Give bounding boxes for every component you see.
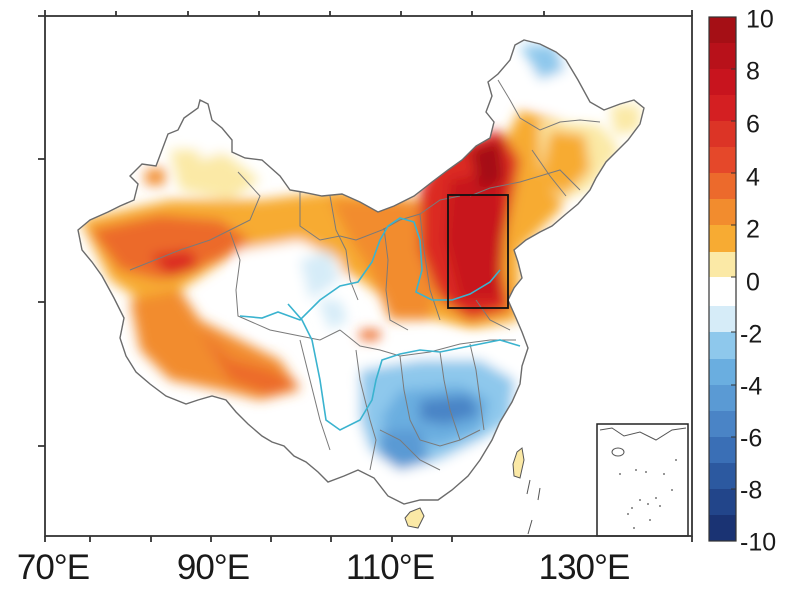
x-tick-label-90e: 90°E xyxy=(176,548,250,587)
hainan xyxy=(404,507,425,529)
colorbar-label-neg10: -10 xyxy=(740,528,777,557)
south-china-sea-inset xyxy=(596,423,689,537)
colorbar-label-0: 0 xyxy=(746,268,760,297)
anomaly-field xyxy=(78,40,644,504)
province-borders xyxy=(129,79,601,471)
colorbar-label-8: 8 xyxy=(746,57,760,86)
colorbar-label-6: 6 xyxy=(746,110,760,139)
coastal-marks xyxy=(526,479,541,535)
study-area-box xyxy=(447,194,509,309)
colorbar-label-4: 4 xyxy=(746,163,760,192)
map-frame xyxy=(38,10,693,542)
x-tick-label-70e: 70°E xyxy=(16,548,90,587)
x-tick-label-110e: 110°E xyxy=(345,548,435,587)
colorbar-label-neg8: -8 xyxy=(740,476,763,505)
colorbar-label-2: 2 xyxy=(746,215,760,244)
taiwan xyxy=(512,447,525,479)
colorbar xyxy=(708,16,737,542)
yangtze-river xyxy=(287,303,521,431)
x-tick-label-130e: 130°E xyxy=(538,548,631,587)
colorbar-label-neg2: -2 xyxy=(740,320,763,349)
colorbar-label-10: 10 xyxy=(746,5,774,34)
colorbar-label-neg4: -4 xyxy=(740,372,763,401)
colorbar-label-neg6: -6 xyxy=(740,424,763,453)
